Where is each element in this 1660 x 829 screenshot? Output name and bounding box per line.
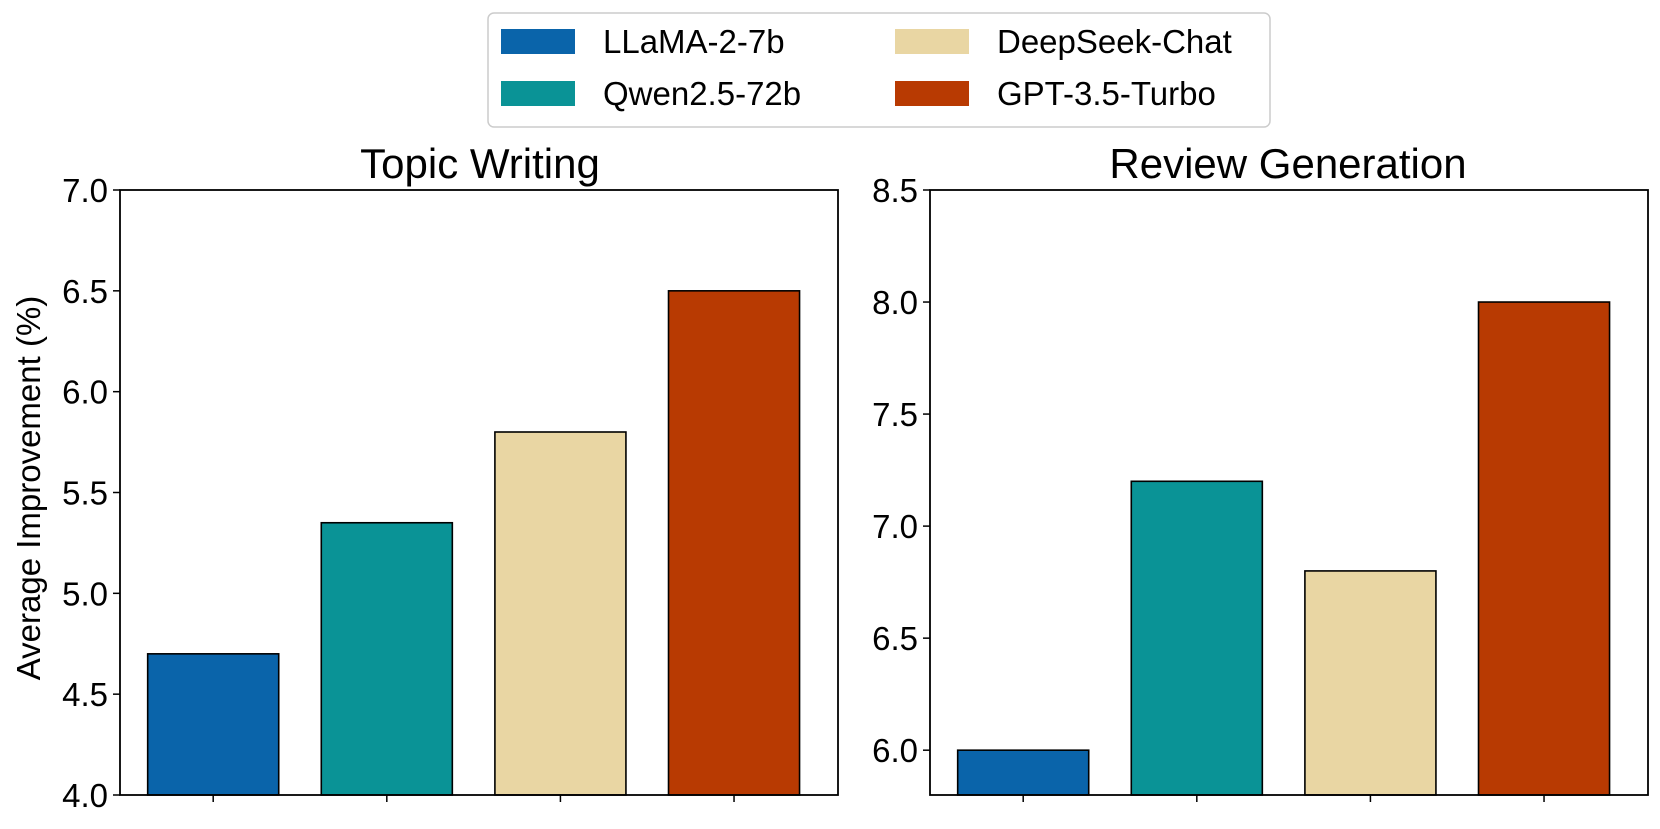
legend-swatch-qwen [501,81,575,106]
topic-writing-y-tick-label: 7.0 [62,172,108,209]
review-generation-y-tick-label: 8.5 [872,172,918,209]
y-axis-label: Average Improvement (%) [10,296,47,681]
topic-writing-bar-llama-2-7b [146,653,280,796]
review-generation-y-tick-label: 6.5 [872,620,918,657]
topic-writing-y-tick-label: 5.5 [62,475,108,512]
topic-writing-bar-deepseek-chat [494,431,627,796]
review-generation-axes-frame [929,189,1649,796]
topic-writing-y-tick-label: 6.5 [62,273,108,310]
topic-writing-y-tick-label: 4.5 [62,676,108,713]
topic-writing-bar-qwen2-5-72b [320,521,454,796]
legend-label-deepseek: DeepSeek-Chat [997,23,1232,60]
legend-swatch-llama [501,29,575,54]
legend-label-llama: LLaMA-2-7b [603,23,785,60]
topic-writing-y-tick-label: 6.0 [62,374,108,411]
review-generation-panel: Review Generation 6.0 6.5 7.0 7.5 8.0 8.5 [872,140,1649,802]
review-generation-y-tick-label: 7.0 [872,508,918,545]
topic-writing-title: Topic Writing [360,140,600,187]
legend-swatch-gpt [895,81,969,106]
review-generation-bar-gpt-3-5-turbo [1477,301,1611,796]
topic-writing-axes-frame [119,189,839,796]
review-generation-bar-deepseek-chat [1304,570,1437,796]
review-generation-y-tick-label: 8.0 [872,284,918,321]
legend-label-qwen: Qwen2.5-72b [603,75,801,112]
legend: LLaMA-2-7b DeepSeek-Chat Qwen2.5-72b GPT… [487,12,1271,128]
topic-writing-plot-area: 4.0 4.5 5.0 5.5 6.0 6.5 7.0 [62,172,839,814]
review-generation-bar-llama-2-7b [956,749,1090,796]
review-generation-title: Review Generation [1109,140,1466,187]
review-generation-y-tick-label: 6.0 [872,732,918,769]
topic-writing-panel: Topic Writing Average Improvement (%) 4.… [10,140,839,814]
topic-writing-y-tick-label: 5.0 [62,575,108,612]
legend-swatch-deepseek [895,29,969,54]
legend-label-gpt: GPT-3.5-Turbo [997,75,1216,112]
review-generation-plot-area: 6.0 6.5 7.0 7.5 8.0 8.5 [872,172,1649,802]
review-generation-bar-qwen2-5-72b [1130,480,1264,796]
legend-frame [487,12,1271,128]
review-generation-y-tick-label: 7.5 [872,396,918,433]
topic-writing-y-tick-label: 4.0 [62,777,108,814]
topic-writing-bar-gpt-3-5-turbo [667,290,801,796]
